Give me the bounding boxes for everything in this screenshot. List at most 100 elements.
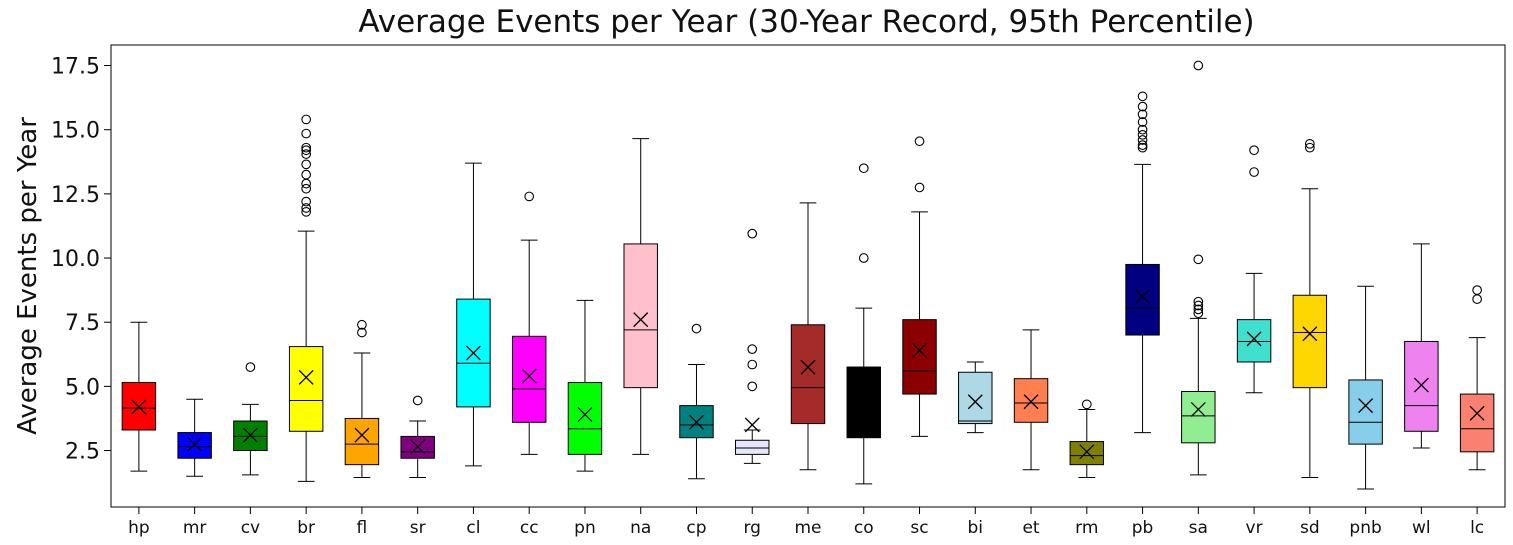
- x-tick-label: co: [854, 518, 874, 538]
- flier-point: [1304, 142, 1315, 153]
- flier-point: [1193, 304, 1204, 315]
- box-body: [344, 417, 380, 466]
- box-body: [177, 432, 212, 459]
- flier-point: [524, 191, 535, 202]
- mean-marker: [967, 394, 983, 410]
- box-body: [1236, 319, 1272, 363]
- box-cc: [511, 191, 547, 455]
- y-tick-label: 15.0: [51, 119, 100, 144]
- flier-point: [357, 327, 367, 338]
- flier-point: [301, 183, 312, 194]
- box-body: [1459, 393, 1495, 453]
- y-axis: 2.5 5.0 7.5 10.0 12.5 15.0 17.5: [51, 55, 111, 465]
- x-tick-label: hp: [128, 518, 150, 538]
- flier-point: [1304, 138, 1315, 149]
- box-et: [1013, 329, 1049, 471]
- boxes-layer: [121, 60, 1495, 490]
- flier-point: [747, 359, 758, 370]
- flier-point: [301, 142, 312, 153]
- box-body: [1069, 441, 1105, 466]
- box-pn: [567, 299, 603, 472]
- box-vr: [1236, 145, 1272, 394]
- y-tick-label: 2.5: [65, 440, 100, 465]
- box-rg: [735, 228, 770, 464]
- mean-marker: [577, 407, 593, 423]
- flier-point: [1249, 167, 1259, 177]
- flier-point: [301, 178, 312, 189]
- flier-point: [301, 149, 312, 159]
- mean-marker: [131, 399, 147, 415]
- flier-point: [1472, 285, 1482, 295]
- flier-point: [1137, 91, 1148, 102]
- x-tick-label: vr: [1246, 518, 1263, 538]
- box-body: [846, 366, 881, 439]
- box-sr: [400, 395, 435, 478]
- flier-point: [1137, 117, 1148, 127]
- mean-marker: [465, 345, 481, 361]
- mean-marker: [1135, 289, 1151, 304]
- box-sd: [1292, 138, 1328, 478]
- mean-marker: [633, 312, 649, 328]
- x-tick-label: pnb: [1349, 518, 1381, 538]
- box-body: [735, 439, 770, 455]
- flier-point: [1137, 142, 1148, 153]
- flier-point: [1137, 140, 1148, 150]
- box-cv: [233, 362, 268, 476]
- mean-marker: [1079, 444, 1095, 460]
- x-tick-label: br: [297, 518, 315, 538]
- flier-point: [1193, 60, 1204, 71]
- flier-point: [1137, 124, 1148, 135]
- x-tick-label: cl: [466, 518, 480, 538]
- flier-point: [1193, 254, 1204, 265]
- x-tick-label: bi: [968, 518, 984, 538]
- x-tick-label: lc: [1470, 518, 1484, 538]
- flier-point: [301, 203, 312, 213]
- box-body: [958, 371, 993, 425]
- x-axis: hp mr cv br fl sr cl cc pn na cp rg me co sc bi et rm pb sa…: [128, 507, 1484, 538]
- box-mr: [177, 398, 212, 477]
- x-tick-label: pb: [1132, 518, 1154, 538]
- box-co: [846, 163, 881, 485]
- box-lc: [1459, 285, 1495, 471]
- flier-point: [1081, 399, 1092, 410]
- flier-point: [1137, 135, 1148, 145]
- box-br: [288, 114, 324, 482]
- flier-point: [914, 136, 925, 147]
- box-body: [1292, 294, 1328, 389]
- x-tick-label: pn: [574, 518, 596, 538]
- flier-point: [301, 206, 312, 217]
- box-body: [288, 346, 324, 432]
- y-tick-label: 7.5: [65, 311, 100, 336]
- x-tick-label: cv: [241, 518, 260, 538]
- mean-marker: [800, 359, 816, 375]
- box-cl: [456, 162, 491, 467]
- mean-marker: [1190, 402, 1206, 417]
- x-tick-label: rm: [1075, 518, 1098, 538]
- mean-marker: [298, 369, 314, 385]
- box-na: [623, 138, 658, 455]
- box-body: [1348, 379, 1383, 445]
- flier-point: [1137, 101, 1148, 112]
- x-tick-label: na: [630, 518, 651, 538]
- box-body: [1181, 391, 1216, 444]
- flier-point: [747, 344, 758, 355]
- mean-marker: [1302, 326, 1318, 342]
- flier-point: [1193, 296, 1204, 307]
- mean-marker: [1023, 394, 1039, 410]
- mean-marker: [354, 427, 370, 443]
- x-tick-label: cp: [686, 518, 706, 538]
- box-body: [567, 382, 603, 455]
- flier-point: [357, 319, 367, 330]
- x-tick-label: mr: [183, 518, 207, 538]
- flier-point: [1193, 300, 1204, 311]
- x-tick-label: me: [794, 518, 821, 538]
- mean-marker: [1358, 398, 1374, 414]
- y-tick-label: 12.5: [51, 183, 100, 208]
- x-tick-label: et: [1022, 518, 1039, 538]
- box-cp: [679, 323, 714, 480]
- flier-point: [245, 362, 256, 372]
- box-bi: [958, 361, 993, 434]
- flier-point: [1472, 294, 1482, 304]
- flier-point: [301, 128, 312, 139]
